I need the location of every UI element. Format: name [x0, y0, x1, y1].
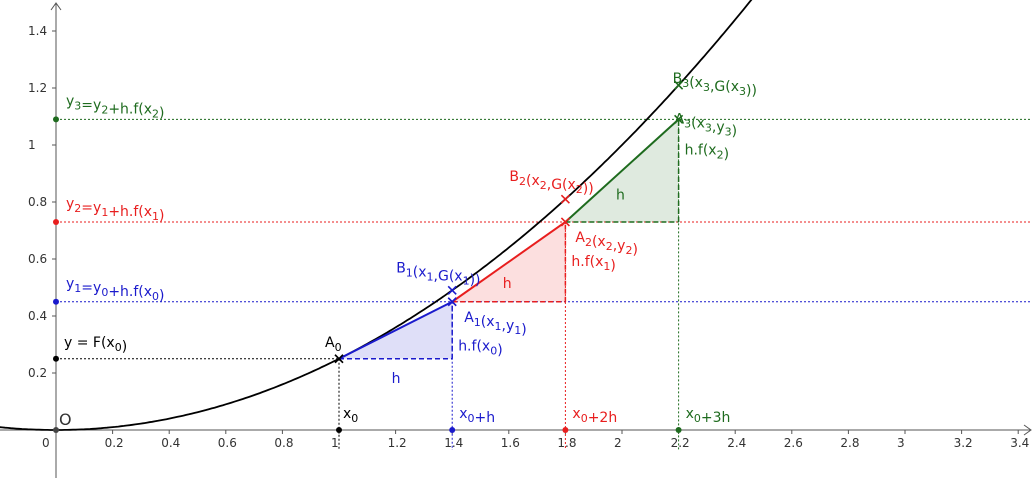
label-h3: h	[616, 187, 625, 203]
euler-segments	[338, 118, 680, 360]
label-x2: x0+2h	[572, 406, 617, 426]
x-tick-label: 2.2	[671, 436, 690, 450]
axis-ticks: 0 0.2 0.4 0.6 0.8 1 1.2 1.4 1.6 1.8 2 2.2 2.4 2.6 2.8 3…	[28, 24, 1029, 450]
x-axis-arrow	[1023, 424, 1032, 436]
euler-segment	[564, 118, 680, 223]
origin-label: O	[59, 410, 72, 429]
y-tick-label: 0.4	[28, 309, 47, 323]
x-tick-label: 1.2	[388, 436, 407, 450]
x-axis-dot	[562, 427, 569, 433]
x-tick-label: 3.2	[954, 436, 973, 450]
x-axis-dot	[449, 427, 456, 433]
y-axis-dot	[53, 298, 59, 305]
y-tick-label: 0.2	[28, 366, 47, 380]
euler-segment	[338, 300, 453, 360]
x-tick-label: 0.2	[105, 436, 124, 450]
label-y3: y3=y2+h.f(x2)	[66, 93, 165, 121]
point-A0	[334, 354, 344, 364]
y-axis-dot	[53, 355, 59, 362]
point-A1	[447, 297, 457, 307]
x-tick-label: 2.4	[727, 436, 746, 450]
x-tick-label: 0	[42, 436, 50, 450]
x-tick-label: 1.8	[557, 436, 576, 450]
y-axis-arrow	[50, 2, 62, 11]
x-tick-label: 2.8	[840, 436, 859, 450]
y-axis-dot	[53, 218, 59, 225]
x-tick-label: 3	[897, 436, 905, 450]
x-tick-label: 0.4	[161, 436, 180, 450]
origin-point	[53, 427, 59, 433]
point-B1	[447, 285, 457, 295]
x-tick-label: 1.4	[444, 436, 463, 450]
label-h1: h	[392, 371, 401, 387]
y-tick-label: 0.6	[28, 252, 47, 266]
label-x1: x0+h	[459, 406, 495, 426]
label-rise2: h.f(x1)	[571, 254, 615, 274]
points	[53, 80, 684, 433]
x-tick-label: 2	[614, 436, 622, 450]
x-tick-label: 3.4	[1010, 436, 1029, 450]
label-y2: y2=y1+h.f(x1)	[66, 196, 165, 224]
labels: y = F(x0) x0 A0 y1=y0+h.f(x0) x0+h A1(x1,y1) B…	[64, 71, 757, 426]
label-A2: A2(x2,y2)	[575, 230, 638, 258]
label-B2: B2(x2,G(x2))	[509, 169, 593, 197]
y-tick-label: 0.8	[28, 195, 47, 209]
y-tick-label: 1.2	[28, 81, 47, 95]
x-axis-dot	[336, 427, 342, 433]
label-B3: B3(x3,G(x3))	[673, 71, 757, 99]
label-rise3: h.f(x2)	[685, 143, 729, 163]
point-A2	[560, 217, 570, 227]
point-B3	[674, 80, 684, 90]
y-tick-label: 1.4	[28, 24, 47, 38]
label-y1: y1=y0+h.f(x0)	[66, 276, 165, 304]
label-h2: h	[503, 276, 512, 292]
x-tick-label: 0.6	[218, 436, 237, 450]
euler-segment	[451, 221, 566, 303]
label-x0: x0	[343, 406, 358, 425]
y-tick-label: 1	[28, 138, 36, 152]
point-B2	[560, 194, 570, 204]
curve-layer	[0, 0, 753, 431]
label-A0: A0	[325, 335, 342, 354]
x-tick-label: 0.8	[274, 436, 293, 450]
label-x3: x0+3h	[686, 406, 731, 426]
label-B1: B1(x1,G(x1))	[396, 260, 480, 288]
y-axis-dot	[53, 116, 59, 123]
curve-F	[0, 0, 753, 431]
x-tick-label: 2.6	[784, 436, 803, 450]
label-rise1: h.f(x0)	[458, 338, 502, 358]
point-A3	[674, 114, 684, 124]
x-tick-label: 1.6	[501, 436, 520, 450]
label-y0: y = F(x0)	[64, 335, 127, 355]
x-tick-label: 1	[331, 436, 339, 450]
label-A1: A1(x1,y1)	[464, 310, 527, 338]
x-axis-dot	[675, 427, 682, 433]
label-A3: A3(x3,y3)	[675, 111, 738, 139]
